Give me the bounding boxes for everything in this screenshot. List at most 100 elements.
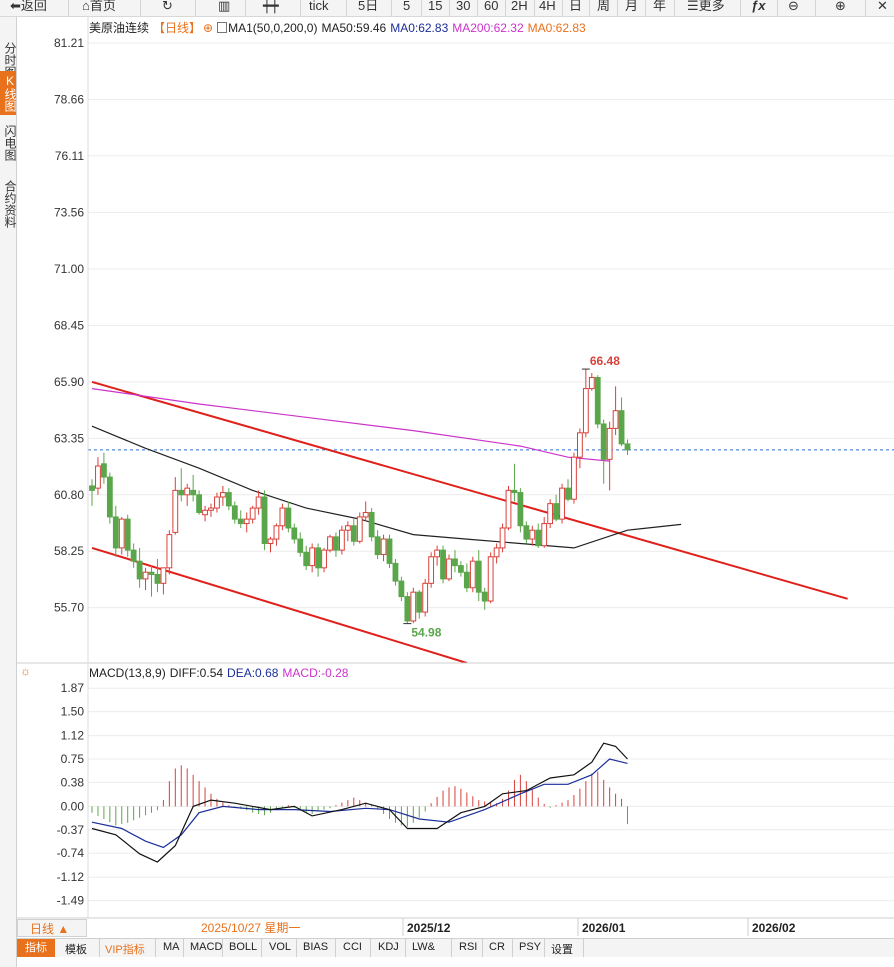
macd-y-tick-label: 1.87	[61, 681, 85, 695]
candle-body	[577, 432, 583, 458]
tab-lw[interactable]: LW&	[412, 941, 436, 953]
sidebar-tab-contract-info[interactable]: 合约资料	[3, 180, 17, 228]
toolbar-separator	[815, 0, 816, 16]
period-5min[interactable]: 5	[403, 0, 411, 13]
toolbar-separator	[68, 0, 69, 16]
candle-body	[404, 596, 411, 622]
tab-settings[interactable]: 设置	[551, 944, 573, 956]
period-15min[interactable]: 15	[428, 0, 443, 13]
main-y-tick-label: 76.11	[55, 149, 84, 163]
main-y-tick-label: 73.56	[54, 205, 84, 219]
tab-kdj[interactable]: KDJ	[378, 941, 399, 953]
period-week[interactable]: 周	[597, 0, 611, 13]
refresh-button[interactable]: ↻	[162, 0, 173, 16]
candle-button[interactable]: ┿┿	[263, 0, 279, 16]
candle-body	[410, 591, 417, 622]
bar-chart-button[interactable]: ▥	[218, 0, 230, 16]
candle-body	[95, 465, 101, 489]
tab-macd[interactable]: MACD	[190, 941, 223, 953]
back-button[interactable]: ⬅返回	[10, 0, 47, 13]
candle-body	[535, 529, 542, 547]
period-tick[interactable]: tick	[309, 0, 329, 13]
period-selector[interactable]: 日线 ▲	[17, 919, 87, 937]
sidebar-tab-kline[interactable]: K线图	[0, 71, 17, 115]
candle-body	[267, 538, 274, 544]
ma50-value: MA50:59.46	[321, 21, 387, 35]
period-month[interactable]: 月	[625, 0, 639, 13]
candle-body	[517, 492, 524, 527]
ma50-line	[91, 425, 682, 549]
candle-body	[249, 507, 256, 520]
tab-cr[interactable]: CR	[489, 941, 505, 953]
candle-body	[178, 489, 185, 496]
candle-body	[505, 489, 512, 529]
candle-body	[481, 591, 488, 602]
settings-icon[interactable]: ⊕	[203, 21, 214, 35]
period-year[interactable]: 年	[653, 0, 667, 13]
sidebar-tab-timeshare[interactable]: 分时图	[3, 42, 17, 78]
candle-body	[154, 573, 161, 584]
period-label[interactable]: 【日线】	[153, 21, 202, 35]
period-30min[interactable]: 30	[456, 0, 471, 13]
bar-chart-icon: ▥	[218, 0, 231, 13]
toolbar-separator	[300, 0, 301, 16]
ma200-line	[91, 388, 610, 462]
toolbar-separator	[617, 0, 618, 16]
tab-rsi[interactable]: RSI	[459, 941, 478, 953]
tab-vol[interactable]: VOL	[269, 941, 292, 953]
candle-body	[475, 560, 482, 593]
zoom-out-icon: ⊖	[788, 0, 799, 13]
candle-body	[440, 549, 446, 580]
tab-psy[interactable]: PSY	[519, 941, 542, 953]
candle-body	[220, 492, 226, 498]
tab-vip-indicators[interactable]: VIP指标	[105, 944, 145, 956]
tab-boll[interactable]: BOLL	[229, 941, 258, 953]
toolbar-separator	[346, 0, 347, 16]
zoom-out-button[interactable]: ⊖	[788, 0, 799, 16]
period-2h[interactable]: 2H	[511, 0, 528, 13]
main-y-tick-label: 81.21	[54, 36, 84, 50]
candle-body	[309, 547, 316, 567]
ma-config-label[interactable]: MA1(50,0,200,0)	[228, 21, 318, 35]
toolbar-separator	[562, 0, 563, 16]
home-button[interactable]: ⌂首页	[82, 0, 116, 13]
ma-config-box-icon	[217, 22, 228, 33]
formula-button[interactable]: ƒx	[751, 0, 765, 16]
candle-body	[511, 489, 518, 494]
candle-body	[297, 538, 304, 553]
tab-ma[interactable]: MA	[163, 941, 180, 953]
tab-indicators[interactable]: 指标	[17, 939, 55, 957]
macd-name[interactable]: MACD(13,8,9)	[89, 666, 166, 680]
macd-diff-line	[91, 742, 628, 863]
candle-body	[493, 547, 500, 558]
zoom-in-button[interactable]: ⊕	[835, 0, 846, 16]
candle-body	[344, 525, 351, 531]
macd-y-tick-label: -1.12	[57, 870, 85, 884]
period-4h[interactable]: 4H	[539, 0, 556, 13]
sidebar-tab-flash[interactable]: 闪电图	[3, 125, 17, 161]
candle-body	[446, 558, 452, 580]
tab-template[interactable]: 模板	[65, 944, 87, 956]
candle-body	[327, 536, 333, 551]
tab-bias[interactable]: BIAS	[303, 941, 329, 953]
toolbar: ⬅返回 ⌂首页 ↻ ▥ ┿┿ tick 5日 5 15 30 60 2H 4H …	[0, 0, 894, 17]
period-5day[interactable]: 5日	[358, 0, 379, 13]
period-day[interactable]: 日	[569, 0, 583, 13]
candle-icon: ┿┿	[263, 0, 279, 13]
candle-body	[618, 410, 625, 445]
macd-settings-icon[interactable]: ☼	[20, 664, 31, 678]
tab-cci[interactable]: CCI	[343, 941, 362, 953]
back-arrow-icon: ⬅	[10, 0, 21, 13]
tab-separator	[222, 939, 223, 957]
macd-y-tick-label: 0.75	[61, 752, 85, 766]
candle-body	[202, 509, 208, 516]
period-60min[interactable]: 60	[484, 0, 499, 13]
more-button[interactable]: ☰更多	[687, 0, 725, 13]
tab-separator	[155, 939, 156, 957]
tab-separator	[405, 939, 406, 957]
candle-body	[118, 518, 125, 549]
candle-body	[273, 525, 280, 540]
main-y-tick-label: 60.80	[54, 488, 84, 502]
close-button[interactable]: ✕	[877, 0, 888, 16]
